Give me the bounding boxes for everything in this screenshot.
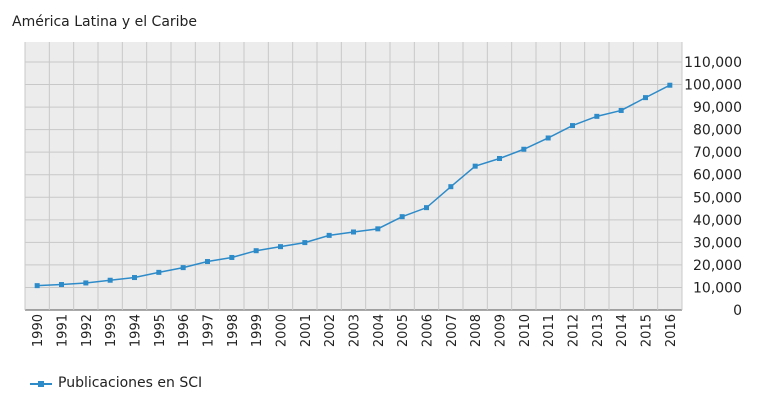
data-point <box>83 280 89 286</box>
data-point <box>205 259 210 265</box>
data-point <box>132 275 137 281</box>
x-tick-label: 1991 <box>56 314 71 347</box>
x-tick-label: 2000 <box>275 314 290 347</box>
plot-area <box>25 42 682 310</box>
x-tick-label: 2013 <box>591 314 606 347</box>
y-tick-label: 10,000 <box>693 280 742 296</box>
y-tick-label: 90,000 <box>693 100 742 116</box>
legend: Publicaciones en SCI <box>30 375 202 391</box>
y-tick-label: 30,000 <box>693 235 742 251</box>
data-point <box>351 229 356 235</box>
x-tick-label: 2011 <box>542 314 557 347</box>
y-tick-label: 70,000 <box>693 145 742 161</box>
data-point <box>497 155 502 161</box>
data-point <box>302 240 308 246</box>
x-tick-label: 2012 <box>567 314 582 347</box>
y-tick-label: 100,000 <box>684 78 742 94</box>
x-tick-label: 2015 <box>640 314 655 347</box>
data-point <box>424 205 429 211</box>
data-point <box>326 232 332 238</box>
data-point <box>107 277 113 283</box>
data-point <box>399 214 405 220</box>
x-tick-label: 1997 <box>202 314 217 347</box>
data-point <box>229 254 235 260</box>
x-tick-label: 2004 <box>372 314 387 347</box>
x-tick-label: 1995 <box>153 314 168 347</box>
x-tick-label: 2006 <box>421 314 436 347</box>
data-point <box>472 163 478 169</box>
data-point <box>521 146 527 152</box>
y-tick-label: 0 <box>733 303 742 319</box>
x-tick-label: 2009 <box>494 314 509 347</box>
legend-swatch <box>30 376 52 390</box>
data-point <box>594 113 600 119</box>
x-tick-label: 2002 <box>323 314 338 347</box>
x-tick-label: 1993 <box>104 314 119 347</box>
x-tick-label: 1996 <box>177 314 192 347</box>
data-point <box>34 283 40 289</box>
y-tick-label: 60,000 <box>693 168 742 184</box>
data-point <box>570 123 575 129</box>
x-tick-label: 2016 <box>664 314 679 347</box>
y-tick-label: 80,000 <box>693 123 742 139</box>
x-tick-label: 1990 <box>31 314 46 347</box>
x-tick-label: 2005 <box>396 314 411 347</box>
x-tick-label: 1999 <box>250 314 265 347</box>
data-point <box>59 282 64 288</box>
x-tick-label: 2007 <box>445 314 460 347</box>
x-tick-label: 2010 <box>518 314 533 347</box>
data-point <box>643 95 648 101</box>
x-tick-label: 2001 <box>299 314 314 347</box>
x-tick-label: 1998 <box>226 314 241 347</box>
data-point <box>667 82 673 88</box>
data-point <box>545 135 551 141</box>
x-tick-label: 2003 <box>348 314 363 347</box>
x-tick-label: 1992 <box>80 314 95 347</box>
y-tick-label: 40,000 <box>693 213 742 229</box>
x-tick-label: 2014 <box>615 314 630 347</box>
data-point <box>448 184 454 190</box>
data-point <box>253 248 259 254</box>
x-tick-label: 1994 <box>129 314 144 347</box>
x-tick-label: 2008 <box>469 314 484 347</box>
y-tick-label: 50,000 <box>693 190 742 206</box>
y-tick-label: 20,000 <box>693 258 742 274</box>
data-point <box>156 269 162 275</box>
chart-title: América Latina y el Caribe <box>12 14 198 30</box>
data-point <box>375 226 381 232</box>
y-tick-label: 110,000 <box>684 55 742 71</box>
legend-label: Publicaciones en SCI <box>58 375 203 391</box>
data-point <box>618 107 624 113</box>
data-point <box>278 244 283 250</box>
data-point <box>180 265 186 271</box>
